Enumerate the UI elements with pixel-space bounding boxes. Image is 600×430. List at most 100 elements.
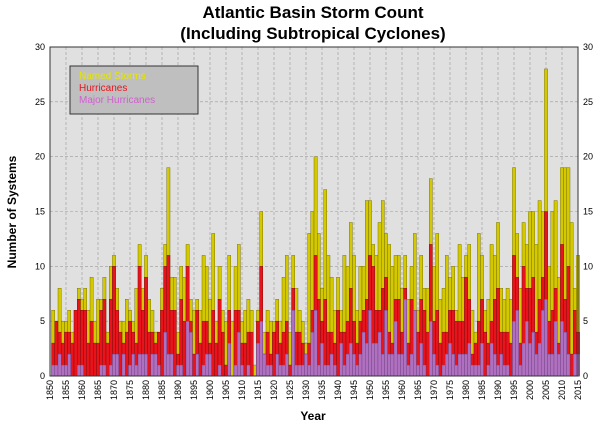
x-tick-label: 1865 <box>93 380 103 400</box>
bar-major-hurricanes <box>51 364 55 377</box>
bar-major-hurricanes <box>355 364 360 377</box>
bar-major-hurricanes <box>333 364 337 377</box>
bar-major-hurricanes <box>163 331 168 377</box>
bar-major-hurricanes <box>246 364 251 377</box>
y-tick-label-right: 0 <box>583 371 588 381</box>
bar-major-hurricanes <box>278 364 283 377</box>
x-tick-label: 1850 <box>45 380 55 400</box>
bar-hurricanes <box>179 299 184 377</box>
bar-major-hurricanes <box>313 310 318 377</box>
bar-major-hurricanes <box>413 310 417 377</box>
x-tick-label: 1955 <box>381 380 391 400</box>
bar-major-hurricanes <box>493 353 497 377</box>
bar-major-hurricanes <box>544 299 548 377</box>
bar-major-hurricanes <box>349 342 353 377</box>
bar-named-storms <box>569 222 574 377</box>
chart-title: Atlantic Basin Storm Count <box>202 3 423 22</box>
x-tick-label: 1945 <box>349 380 359 400</box>
bar-major-hurricanes <box>227 342 232 377</box>
bar-major-hurricanes <box>457 353 462 377</box>
y-tick-label-right: 10 <box>583 261 593 271</box>
bar-hurricanes <box>243 342 248 377</box>
bar-major-hurricanes <box>339 342 344 377</box>
bar-major-hurricanes <box>128 364 132 377</box>
bar-major-hurricanes <box>281 364 286 377</box>
bar-major-hurricanes <box>297 364 302 377</box>
bar-hurricanes <box>220 331 225 377</box>
bar-major-hurricanes <box>233 364 238 377</box>
bar-major-hurricanes <box>166 353 171 377</box>
y-tick-label-right: 15 <box>583 207 593 217</box>
bar-major-hurricanes <box>301 364 305 377</box>
bar-hurricanes <box>569 353 574 377</box>
y-tick-label-right: 20 <box>583 152 593 162</box>
bar-major-hurricanes <box>323 364 328 377</box>
bar-major-hurricanes <box>326 364 331 377</box>
x-tick-label: 1935 <box>317 380 327 400</box>
bar-hurricanes <box>496 288 500 377</box>
bar-hurricanes <box>224 364 228 377</box>
bar-major-hurricanes <box>208 353 212 377</box>
x-tick-label: 2010 <box>557 380 567 400</box>
bar-major-hurricanes <box>441 364 446 377</box>
bar-hurricanes <box>83 310 87 377</box>
bar-major-hurricanes <box>64 364 68 377</box>
bar-hurricanes <box>182 320 187 377</box>
y-axis-label: Number of Systems <box>5 155 19 268</box>
bar-major-hurricanes <box>115 353 119 377</box>
bar-major-hurricanes <box>294 364 299 377</box>
bar-major-hurricanes <box>435 364 440 377</box>
bar-major-hurricanes <box>156 364 161 377</box>
bar-major-hurricanes <box>361 331 366 377</box>
bar-major-hurricanes <box>486 364 491 377</box>
bar-major-hurricanes <box>285 353 289 377</box>
bar-major-hurricanes <box>179 364 184 377</box>
bar-major-hurricanes <box>256 342 260 377</box>
bar-hurricanes <box>70 342 75 377</box>
bar-hurricanes <box>108 299 113 377</box>
y-tick-label-left: 15 <box>35 207 45 217</box>
bar-hurricanes <box>118 331 123 377</box>
bar-major-hurricanes <box>262 353 267 377</box>
bar-major-hurricanes <box>195 353 200 377</box>
x-tick-label: 1965 <box>413 380 423 400</box>
bar-major-hurricanes <box>480 342 484 377</box>
bar-major-hurricanes <box>121 353 126 377</box>
bar-major-hurricanes <box>566 353 571 377</box>
bar-hurricanes <box>92 342 97 377</box>
bar-major-hurricanes <box>169 353 174 377</box>
bar-major-hurricanes <box>144 353 148 377</box>
x-axis-label: Year <box>300 409 326 423</box>
bar-major-hurricanes <box>384 310 388 377</box>
plot-frame <box>49 46 579 377</box>
bar-major-hurricanes <box>102 364 107 377</box>
bar-hurricanes <box>317 299 321 377</box>
bar-major-hurricanes <box>204 353 209 377</box>
bar-major-hurricanes <box>445 353 449 377</box>
x-tick-label: 1975 <box>445 380 455 400</box>
y-tick-label-left: 10 <box>35 261 45 271</box>
bar-major-hurricanes <box>269 364 273 377</box>
bar-major-hurricanes <box>112 353 116 377</box>
bar-major-hurricanes <box>461 353 465 377</box>
bar-major-hurricanes <box>518 364 523 377</box>
bar-major-hurricanes <box>188 331 193 377</box>
bar-major-hurricanes <box>304 353 308 377</box>
bar-major-hurricanes <box>563 331 567 377</box>
bar-major-hurricanes <box>99 364 103 377</box>
bar-hurricanes <box>105 342 110 377</box>
bar-hurricanes <box>509 342 513 377</box>
bar-major-hurricanes <box>416 364 420 377</box>
legend-major-hurricanes: Major Hurricanes <box>79 95 155 106</box>
bar-major-hurricanes <box>265 364 270 377</box>
y-tick-label-right: 5 <box>583 316 588 326</box>
x-tick-label: 1995 <box>509 380 519 400</box>
bar-major-hurricanes <box>131 353 136 377</box>
bar-hurricanes <box>172 310 177 377</box>
y-tick-label-right: 25 <box>583 97 593 107</box>
x-tick-label: 1905 <box>221 380 231 400</box>
bar-hurricanes <box>86 342 91 377</box>
x-tick-label: 2015 <box>573 380 583 400</box>
